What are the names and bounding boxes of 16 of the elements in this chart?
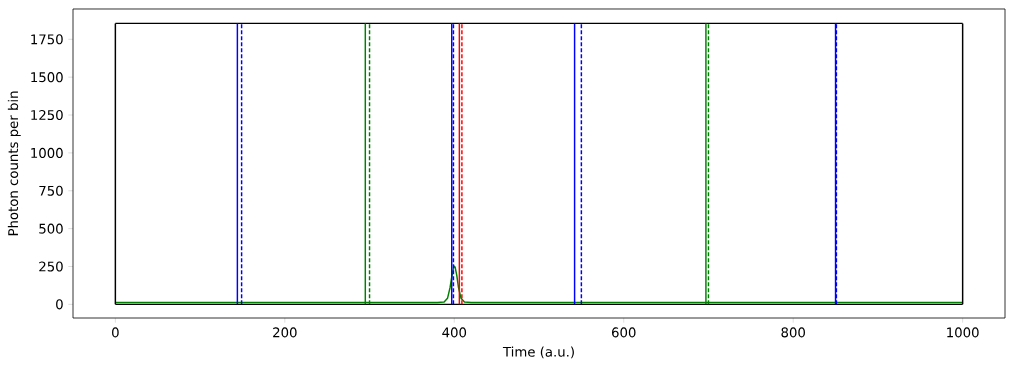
x-tick-label: 1000 <box>947 327 979 338</box>
y-tick-label: 1250 <box>31 109 63 121</box>
x-tick-label: 0 <box>112 327 119 338</box>
y-tick-label: 500 <box>39 223 63 234</box>
x-tick-label: 200 <box>273 327 297 338</box>
x-tick-label: 600 <box>611 327 636 338</box>
x-tick-label: 400 <box>442 327 467 338</box>
y-tick-label: 0 <box>56 299 63 310</box>
y-tick-label: 1500 <box>31 72 63 83</box>
y-tick-label: 1000 <box>31 147 63 158</box>
y-tick-label: 1750 <box>31 34 63 45</box>
x-axis-title: Time (a.u.) <box>502 346 574 359</box>
y-axis-title: Photon counts per bin <box>7 91 21 236</box>
y-tick-label: 750 <box>39 185 63 196</box>
y-tick-label: 250 <box>39 261 63 272</box>
x-tick-label: 800 <box>781 327 805 338</box>
